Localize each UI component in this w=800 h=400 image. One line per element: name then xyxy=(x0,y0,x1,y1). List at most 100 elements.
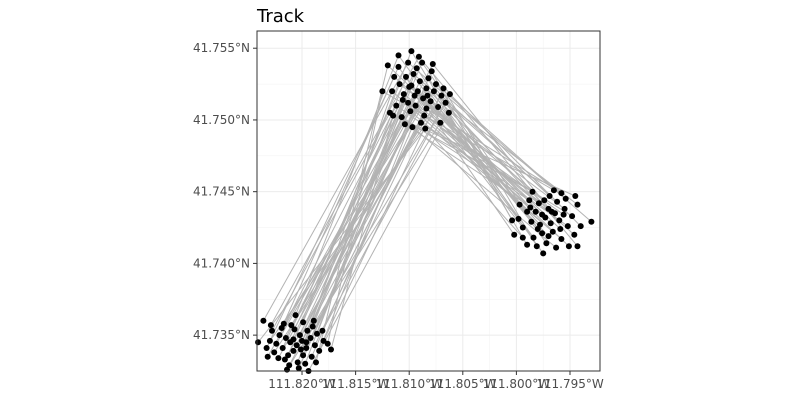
data-point xyxy=(558,190,565,197)
data-point xyxy=(529,188,536,195)
x-tick-label: 111.800°W xyxy=(483,377,551,391)
data-point xyxy=(391,73,398,80)
data-point xyxy=(379,88,386,95)
data-point xyxy=(276,332,283,339)
data-point xyxy=(425,75,432,82)
data-point xyxy=(524,241,531,248)
data-point xyxy=(313,359,319,366)
data-point xyxy=(528,218,535,225)
data-point xyxy=(403,73,409,80)
x-tick-label: 111.805°W xyxy=(429,377,497,391)
data-point xyxy=(400,91,407,98)
data-point xyxy=(293,342,300,349)
data-point xyxy=(271,349,278,356)
data-point xyxy=(556,217,563,224)
data-point xyxy=(571,231,578,238)
y-axis: 41.735°N 41.740°N 41.745°N 41.750°N 41.755°N xyxy=(193,41,257,342)
data-point xyxy=(588,218,595,225)
data-point xyxy=(269,327,275,334)
data-point xyxy=(545,233,552,240)
data-point xyxy=(516,201,523,208)
data-point xyxy=(285,352,292,359)
data-point xyxy=(438,92,445,99)
data-point xyxy=(577,223,584,230)
data-point xyxy=(414,88,421,95)
data-point xyxy=(423,85,430,92)
data-point xyxy=(574,243,581,250)
data-point xyxy=(290,347,297,354)
data-point xyxy=(303,339,310,346)
data-point xyxy=(279,345,286,351)
data-point xyxy=(569,213,576,220)
data-point xyxy=(405,59,412,66)
data-point xyxy=(311,342,318,349)
data-point xyxy=(423,105,430,112)
data-point xyxy=(292,312,299,319)
y-tick-label: 41.750°N xyxy=(193,113,250,127)
data-point xyxy=(267,322,274,329)
data-point xyxy=(519,224,526,231)
chart-title: Track xyxy=(256,6,305,27)
x-axis: 111.820°W111.815°W111.810°W111.805°W111.… xyxy=(268,371,604,391)
data-point xyxy=(310,317,317,324)
y-tick-label: 41.740°N xyxy=(193,256,250,270)
data-point xyxy=(565,243,572,250)
data-point xyxy=(328,346,334,353)
data-point xyxy=(302,360,309,367)
data-point xyxy=(295,365,302,372)
data-point xyxy=(429,61,436,67)
data-point xyxy=(411,92,418,99)
data-point xyxy=(420,95,427,102)
data-point xyxy=(535,200,542,207)
data-point xyxy=(437,119,444,126)
x-tick-label: 111.820°W xyxy=(268,377,336,391)
data-point xyxy=(390,112,397,119)
data-point xyxy=(266,337,273,344)
data-point xyxy=(406,83,413,90)
data-point xyxy=(515,215,522,222)
data-point xyxy=(415,53,422,60)
data-point xyxy=(435,104,442,110)
data-point xyxy=(316,347,323,354)
data-point xyxy=(396,81,403,88)
data-point xyxy=(562,195,569,202)
data-point xyxy=(527,204,534,211)
data-point xyxy=(509,217,516,224)
data-point xyxy=(532,208,539,215)
data-point xyxy=(281,356,288,363)
data-point xyxy=(409,124,416,131)
data-point xyxy=(440,85,447,92)
y-tick-label: 41.745°N xyxy=(193,185,250,199)
data-point xyxy=(428,68,435,75)
data-point xyxy=(263,345,270,351)
data-point xyxy=(564,223,571,230)
data-point xyxy=(540,250,547,257)
data-point xyxy=(398,114,405,121)
data-point xyxy=(560,211,567,218)
data-point xyxy=(539,230,546,237)
data-point xyxy=(296,332,303,339)
data-point xyxy=(524,208,531,215)
data-point xyxy=(308,353,315,360)
data-point xyxy=(548,208,555,215)
data-point xyxy=(550,187,557,194)
data-point xyxy=(446,91,453,98)
data-point xyxy=(401,121,408,128)
y-tick-label: 41.755°N xyxy=(193,41,250,55)
data-point xyxy=(533,243,540,250)
data-point xyxy=(384,62,391,69)
data-point xyxy=(530,234,537,241)
data-point xyxy=(572,193,579,199)
data-point xyxy=(519,234,526,241)
x-tick-label: 111.815°W xyxy=(322,377,390,391)
data-point xyxy=(255,339,262,346)
data-point xyxy=(275,355,282,362)
data-point xyxy=(297,346,304,353)
data-point xyxy=(405,99,412,106)
data-point xyxy=(282,335,289,341)
data-point xyxy=(416,78,423,85)
data-point xyxy=(307,335,314,341)
data-point xyxy=(273,340,280,347)
data-point xyxy=(549,228,556,235)
data-point xyxy=(303,345,310,351)
